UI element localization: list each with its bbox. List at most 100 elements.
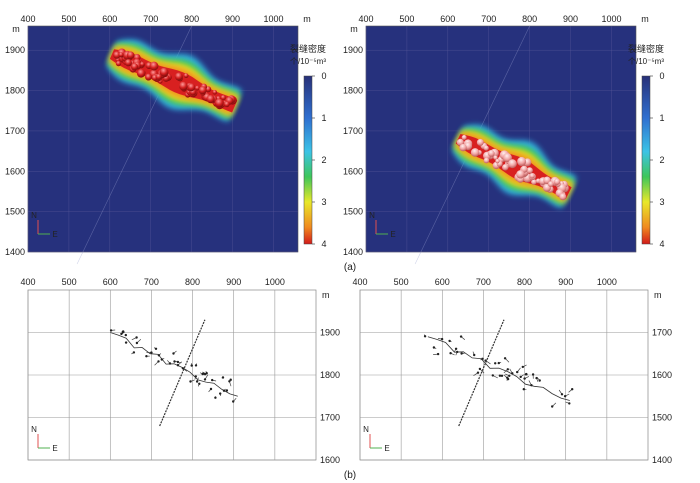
fracture-sphere [553,178,561,185]
fracture-point [176,364,180,367]
colorbar-title: 裂缝密度 [628,43,664,54]
fracture-sphere [145,73,152,81]
y-unit-label: m [350,24,358,34]
y-tick-label: 1500 [5,207,25,217]
colorbar-tick-label: 3 [659,197,664,207]
x-unit-label: m [303,14,311,24]
y-tick-label: 1900 [320,328,340,338]
fracture-sphere [212,89,218,95]
fracture-point [173,360,176,363]
y-tick-label: 1600 [320,455,340,465]
panel-a-right: 400 500 600 700 800 900 1000 1900 1800 1700 1600 15… [343,14,665,265]
fracture-point [229,378,232,381]
compass-e-label: E [384,444,389,453]
colorbar-unit: 个/10⁻⁵m³ [290,57,326,66]
fracture-point [124,341,128,344]
x-tick-label: 700 [476,277,491,287]
fracture-point [454,347,458,350]
fracture-point [135,336,138,339]
fracture-point [506,368,509,371]
fracture-point [448,339,451,343]
fracture-point [157,360,160,363]
y-tick-label: 1700 [5,126,25,136]
fracture-point [221,376,225,379]
fracture-point [538,379,541,382]
fracture-point [497,361,500,365]
fracture-sphere [187,83,196,92]
fracture-point [228,380,231,383]
fracture-sphere [223,101,230,108]
x-tick-label: 400 [20,277,35,287]
y-tick-label: 1700 [343,126,363,136]
fracture-point [194,364,198,367]
fracture-point [524,373,528,376]
fracture-point [508,374,511,377]
fracture-point [494,362,497,365]
density-cluster [452,124,577,209]
x-tick-label: 700 [144,277,159,287]
fracture-sphere [502,153,512,163]
x-tick-label: 1000 [265,277,285,287]
x-tick-label: 600 [103,277,118,287]
fracture-point [172,352,175,355]
colorbar-tick-label: 2 [321,155,326,165]
fracture-sphere [559,193,567,201]
fracture-sphere [487,149,495,157]
colorbar-tick-label: 2 [659,155,664,165]
x-tick-label: 700 [143,14,158,24]
y-tick-label: 1700 [320,413,340,423]
fracture-sphere [198,86,207,95]
fracture-trend-line [427,336,570,401]
fracture-point [563,395,567,398]
colorbar-tick-label: 0 [659,71,664,81]
fracture-sphere [547,181,554,187]
fracture-point [522,388,525,391]
fracture-point [150,351,153,354]
fracture-point [122,330,125,333]
colorbar-tick-label: 0 [321,71,326,81]
fracture-point [154,347,158,350]
fracture-point [571,388,574,391]
fracture-point [498,374,502,377]
well-path-line [159,319,206,427]
colorbar-tick-label: 1 [321,113,326,123]
panel-b-left: 400 500 600 700 800 900 1000 1900 1800 1700 1600 m N… [20,277,340,465]
fracture-sphere [149,61,159,71]
fracture-point [511,372,514,375]
fracture-point [211,378,214,382]
fracture-sphere [526,167,533,174]
y-tick-label: 1600 [652,370,672,380]
panel-a-left: 400 500 600 700 800 900 1000 1900 1800 1700 1600 15… [5,14,327,265]
fracture-point [440,337,444,341]
fracture-point [551,405,554,408]
fracture-point [568,402,571,405]
fracture-sphere [461,134,467,140]
x-tick-label: 800 [522,14,537,24]
panel-b-right: 400 500 600 700 800 900 1000 1700 1600 1500 1400 m N… [352,277,672,465]
fracture-point [500,374,504,377]
x-tick-label: 1000 [597,277,617,287]
fracture-sphere [126,51,135,60]
fracture-point [214,396,217,399]
x-tick-label: 500 [62,277,77,287]
fracture-point [124,333,128,337]
fracture-point [168,362,172,365]
fracture-sphere [124,59,132,67]
fracture-point [478,367,482,371]
fracture-point [516,370,519,374]
colorbar-tick-label: 1 [659,113,664,123]
fracture-sphere [502,164,509,171]
fracture-point [506,376,509,379]
x-tick-label: 800 [184,14,199,24]
fracture-point [473,353,476,357]
fracture-point [449,352,452,355]
x-tick-label: 800 [517,277,532,287]
fracture-point [181,367,185,370]
fracture-point [176,360,180,364]
fracture-point [503,357,507,360]
x-tick-label: 900 [226,277,241,287]
compass-n-label: N [363,425,369,434]
unit-label: m [654,290,662,300]
fracture-sphere [136,69,146,78]
compass-e-label: E [390,230,395,239]
